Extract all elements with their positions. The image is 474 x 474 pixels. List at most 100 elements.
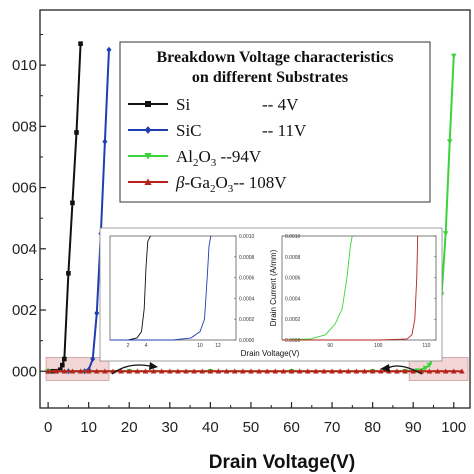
- data-point: [167, 368, 173, 374]
- legend-entry-0: Si -- 4V: [128, 95, 299, 114]
- data-point: [321, 368, 327, 374]
- data-point: [142, 368, 149, 374]
- data-point: [70, 200, 75, 206]
- data-point: [102, 138, 108, 145]
- inset-y-tick-label: 0.0006: [239, 276, 255, 282]
- inset-x-tick-label: 2: [127, 343, 130, 349]
- legend-box: [119, 41, 431, 203]
- inset-x-tick-label: 110: [422, 343, 430, 349]
- data-point: [61, 368, 68, 374]
- data-point: [296, 368, 303, 374]
- inset-y-tick-label: 0.0000: [239, 338, 255, 344]
- data-point: [304, 368, 311, 374]
- data-point: [126, 368, 133, 374]
- legend-entry-1: SiC -- 11V: [128, 121, 307, 140]
- inset-y-tick-label: 0.0006: [285, 276, 301, 282]
- data-point: [426, 362, 433, 368]
- y-tick-label: 008: [12, 118, 37, 135]
- x-tick-label: 100: [441, 419, 466, 436]
- data-point: [345, 368, 352, 374]
- data-point: [215, 368, 222, 374]
- legend-entry-2: Al2O3 --94V: [128, 147, 262, 169]
- x-tick-label: 70: [324, 419, 341, 436]
- legend: Breakdown Voltage characteristics on dif…: [119, 41, 431, 203]
- arrow-right: [387, 365, 423, 375]
- data-point: [288, 368, 295, 374]
- inset-y-axis-title: Drain Current (A/mm): [269, 249, 278, 326]
- y-tick-label: 004: [12, 241, 37, 258]
- inset-curve: [282, 235, 419, 341]
- legend-title-line-2: on different Substrates: [192, 69, 348, 86]
- x-tick-label: 80: [364, 419, 381, 436]
- data-point: [94, 368, 100, 374]
- data-point: [53, 368, 59, 374]
- legend-title-line-1: Breakdown Voltage characteristics: [156, 49, 393, 66]
- inset-frame: [109, 235, 237, 341]
- data-point: [422, 365, 429, 371]
- data-point: [183, 368, 189, 374]
- x-tick-label: 90: [405, 419, 422, 436]
- inset-x-axis-title: Drain Voltage(V): [241, 349, 300, 358]
- data-point: [402, 368, 408, 374]
- data-point: [77, 368, 84, 374]
- legend-label: Si -- 4V: [176, 95, 299, 114]
- data-point: [106, 46, 112, 53]
- y-tick-label: 000: [12, 363, 37, 380]
- inset-x-tick-label: 100: [374, 343, 383, 349]
- inset-y-tick-label: 0.0008: [285, 255, 301, 261]
- data-point: [69, 368, 76, 374]
- data-point: [434, 368, 441, 374]
- series-layer: [45, 41, 465, 375]
- data-point: [313, 368, 319, 374]
- legend-entry-3: β-Ga2O3-- 108V: [128, 173, 287, 195]
- inset-x-tick-label: 90: [327, 343, 333, 349]
- legend-label: Al2O3 --94V: [176, 147, 262, 169]
- y-tick-label: 002: [12, 302, 37, 319]
- insets-layer: 2 4 10 12 0.0000 0.0002 0.0004 0.0006 0.0008 0.00…: [99, 227, 443, 375]
- data-point: [394, 368, 400, 374]
- data-point: [57, 367, 63, 373]
- inset-arrows: [111, 362, 423, 375]
- inset-x-tick-label: 10: [197, 343, 203, 349]
- plot-frame: [39, 9, 471, 409]
- legend-label: β-Ga2O3-- 108V: [175, 173, 287, 195]
- data-point: [377, 368, 384, 374]
- data-point: [60, 362, 65, 368]
- data-point: [191, 368, 197, 374]
- x-tick-label: 0: [44, 419, 52, 436]
- inset-y-tick-label: 0.0004: [285, 296, 301, 302]
- inset-0: 2 4 10 12 0.0000 0.0002 0.0004 0.0006 0.0008 0.00…: [109, 234, 255, 349]
- data-point: [223, 368, 230, 374]
- x-tick-label: 40: [202, 419, 219, 436]
- data-point: [361, 368, 368, 374]
- inset-curve: [281, 235, 353, 341]
- data-point: [329, 368, 335, 374]
- data-point: [78, 41, 83, 46]
- data-point: [150, 368, 157, 374]
- data-point: [337, 368, 343, 374]
- data-point: [451, 368, 457, 374]
- data-point: [66, 270, 71, 276]
- inset-x-tick-label: 12: [215, 343, 221, 349]
- inset-frame: [281, 235, 437, 341]
- y-tick-label: 010: [12, 57, 37, 74]
- data-point: [45, 368, 51, 374]
- inset-y-tick-label: 0.0004: [239, 296, 255, 302]
- data-point: [410, 368, 416, 374]
- inset-x-tick-label: 4: [145, 343, 148, 349]
- arrow-left: [111, 364, 151, 375]
- data-point: [199, 368, 206, 374]
- data-point: [280, 368, 287, 374]
- legend-marker: [144, 178, 152, 185]
- x-tick-label: 10: [80, 419, 97, 436]
- data-point: [62, 356, 67, 362]
- data-point: [158, 368, 165, 374]
- inset-y-tick-label: 0.0008: [239, 255, 255, 261]
- inset-y-tick-label: 0.0002: [285, 317, 301, 323]
- x-axis-title: Drain Voltage(V): [209, 452, 355, 473]
- data-point: [248, 368, 254, 374]
- data-point: [74, 130, 79, 135]
- x-tick-label: 50: [243, 419, 260, 436]
- inset-y-tick-label: 0.0002: [239, 317, 255, 323]
- inset-curve: [110, 235, 212, 341]
